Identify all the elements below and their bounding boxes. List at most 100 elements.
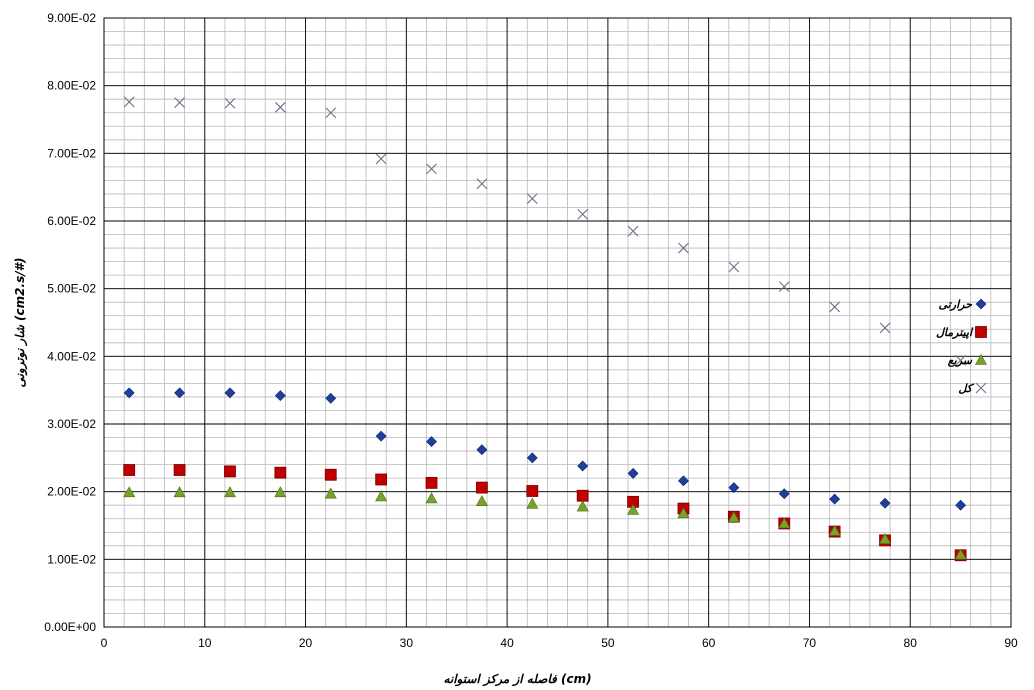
series-x (123, 96, 966, 366)
minor-grid (103, 17, 1012, 628)
data-point-x (375, 153, 387, 165)
legend-item: اپیترمال (936, 326, 987, 339)
y-tick-label: 4.00E-02 (47, 349, 96, 363)
legend-marker-triangle (974, 353, 988, 365)
series-square (123, 464, 967, 562)
data-point-x (325, 107, 337, 119)
data-point-triangle (727, 511, 740, 523)
data-point-diamond (627, 467, 639, 479)
x-tick-label: 70 (803, 636, 817, 650)
legend: حرارتی اپیترمال سریع کل (936, 298, 988, 395)
y-tick-label: 1.00E-02 (47, 552, 96, 566)
data-point-triangle (223, 486, 236, 498)
y-tick-label: 9.00E-02 (47, 11, 96, 25)
data-point-diamond (325, 392, 337, 404)
legend-label: سریع (948, 354, 973, 367)
y-tick-label: 6.00E-02 (47, 214, 96, 228)
data-point-square (425, 476, 438, 489)
data-point-x (829, 301, 841, 313)
data-point-diamond (375, 430, 387, 442)
y-tick-label: 8.00E-02 (47, 79, 96, 93)
data-point-square (375, 473, 388, 486)
data-point-triangle (425, 492, 438, 504)
data-point-diamond (879, 497, 891, 509)
data-point-square (274, 466, 287, 479)
y-axis-tick-labels: 0.00E+00 1.00E-02 2.00E-02 3.00E-02 4.00E-02… (44, 11, 96, 634)
legend-marker-square (975, 326, 987, 338)
data-point-x (274, 101, 286, 113)
data-point-triangle (828, 524, 841, 536)
data-point-x (728, 261, 740, 273)
data-points (123, 96, 967, 562)
data-point-x (174, 97, 185, 108)
data-point-triangle (677, 507, 690, 519)
data-point-square (123, 464, 136, 476)
x-tick-label: 90 (1004, 636, 1018, 650)
data-point-diamond (728, 482, 740, 494)
data-point-triangle (627, 503, 640, 515)
data-point-square (224, 465, 236, 478)
data-point-square (476, 481, 488, 494)
data-point-diamond (123, 387, 135, 399)
data-point-x (627, 225, 639, 237)
data-point-x (879, 322, 891, 334)
data-point-triangle (576, 500, 589, 512)
x-tick-label: 0 (101, 636, 108, 650)
data-point-diamond (526, 452, 538, 464)
data-point-diamond (476, 444, 488, 456)
x-axis-title: (cm) فاصله از مرکز استوانه (443, 672, 591, 687)
data-point-x (955, 355, 966, 366)
y-tick-label: 5.00E-02 (47, 282, 96, 296)
legend-marker-x (975, 382, 987, 394)
y-tick-label: 0.00E+00 (44, 620, 96, 634)
data-point-diamond (426, 436, 437, 448)
data-point-diamond (224, 387, 236, 399)
data-point-triangle (375, 490, 388, 502)
data-point-diamond (829, 493, 841, 505)
x-tick-label: 80 (904, 636, 918, 650)
legend-label: اپیترمال (936, 326, 974, 339)
legend-label: حرارتی (939, 298, 974, 311)
y-axis-title: (#/cm2.s) شار نوترونی (13, 258, 28, 388)
data-point-x (224, 97, 236, 109)
data-point-diamond (955, 499, 967, 511)
y-tick-label: 2.00E-02 (47, 485, 96, 499)
legend-item: کل (958, 382, 987, 395)
data-point-x (678, 242, 689, 254)
data-point-x (526, 193, 538, 205)
series-triangle (123, 486, 967, 560)
x-tick-label: 50 (601, 636, 615, 650)
data-point-x (426, 163, 437, 175)
data-point-square (526, 485, 539, 497)
major-grid (103, 17, 1012, 628)
x-tick-label: 40 (500, 636, 514, 650)
x-tick-label: 30 (400, 636, 414, 650)
x-tick-label: 10 (198, 636, 212, 650)
legend-item: حرارتی (939, 298, 987, 311)
data-point-square (173, 464, 186, 476)
data-point-square (576, 489, 589, 502)
plot-area-frame (103, 17, 1012, 628)
x-axis-tick-labels: 0 10 20 30 40 50 60 70 80 90 (101, 636, 1018, 650)
data-point-triangle (173, 486, 186, 498)
data-point-triangle (274, 486, 287, 498)
data-point-diamond (778, 488, 790, 500)
data-point-square (324, 468, 337, 481)
data-point-x (123, 96, 135, 108)
legend-label: کل (958, 382, 974, 395)
data-point-triangle (778, 517, 791, 529)
y-tick-label: 3.00E-02 (47, 417, 96, 431)
data-point-diamond (678, 475, 689, 487)
data-point-diamond (274, 390, 286, 402)
data-point-triangle (879, 532, 892, 544)
series-diamond (123, 387, 967, 511)
data-point-triangle (954, 548, 967, 560)
data-point-x (476, 178, 488, 190)
data-point-triangle (324, 487, 337, 499)
x-tick-label: 60 (702, 636, 716, 650)
y-tick-label: 7.00E-02 (47, 146, 96, 160)
data-point-triangle (475, 495, 488, 506)
data-point-diamond (174, 387, 186, 399)
data-point-x (577, 208, 589, 220)
legend-marker-diamond (975, 298, 987, 310)
